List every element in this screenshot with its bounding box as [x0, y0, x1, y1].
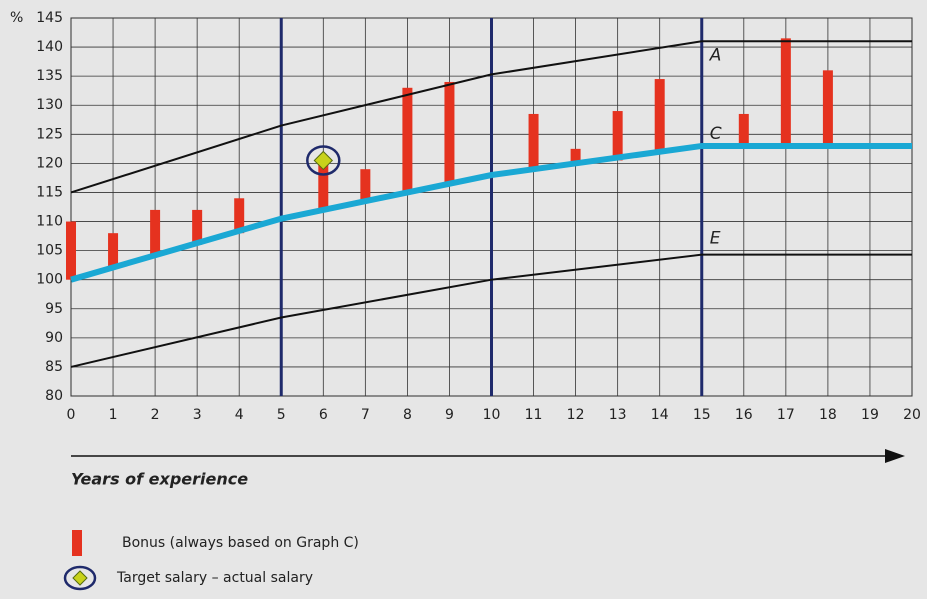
x-axis-label: Years of experience — [71, 470, 248, 489]
y-tick-label: 130 — [36, 97, 63, 113]
bonus-bar — [654, 79, 665, 152]
y-tick-label: 145 — [36, 10, 63, 26]
legend-target-diamond — [72, 570, 88, 586]
legend-bonus: Bonus (always based on Graph C) — [122, 535, 359, 551]
x-tick-label: 9 — [445, 407, 454, 423]
line-a — [70, 40, 912, 194]
y-tick-label: 140 — [36, 39, 63, 55]
bonus-bar — [780, 38, 791, 146]
line-e — [70, 253, 912, 368]
x-tick-label: 10 — [483, 407, 501, 423]
x-tick-label: 15 — [693, 407, 711, 423]
x-tick-label: 3 — [193, 407, 202, 423]
x-tick-label: 6 — [319, 407, 328, 423]
legend-bonus-swatch — [72, 530, 82, 556]
bonus-bar — [66, 221, 76, 280]
x-tick-label: 1 — [109, 407, 118, 423]
bonus-bar — [822, 70, 833, 146]
y-tick-label: 125 — [36, 126, 63, 142]
y-tick-label: 90 — [45, 330, 63, 346]
target-marker — [313, 150, 334, 171]
y-tick-label: 100 — [36, 272, 63, 288]
x-tick-label: 8 — [403, 407, 412, 423]
y-unit: % — [10, 10, 23, 26]
x-arrow-head — [885, 449, 905, 463]
legend-target: Target salary – actual salary — [116, 570, 313, 586]
bonus-bar — [192, 209, 203, 245]
bonus-bar — [360, 169, 371, 202]
x-tick-label: 13 — [609, 407, 627, 423]
y-tick-label: 110 — [36, 214, 63, 230]
y-tick-label: 85 — [45, 359, 63, 375]
bonus-bar — [570, 148, 581, 164]
x-tick-label: 20 — [903, 407, 921, 423]
x-tick-label: 14 — [651, 407, 669, 423]
x-tick-label: 12 — [567, 407, 585, 423]
x-tick-label: 0 — [67, 407, 76, 423]
y-tick-label: 135 — [36, 68, 63, 84]
x-tick-label: 16 — [735, 407, 753, 423]
y-tick-label: 120 — [36, 155, 63, 171]
x-tick-label: 2 — [151, 407, 160, 423]
target-ring — [306, 145, 341, 176]
bonus-bar — [402, 87, 413, 193]
legend-target-ring — [63, 565, 97, 591]
line-label: C — [710, 124, 722, 144]
x-tick-label: 18 — [819, 407, 837, 423]
bonus-bar — [150, 209, 161, 257]
x-tick-label: 19 — [861, 407, 879, 423]
x-tick-label: 5 — [277, 407, 286, 423]
x-tick-label: 4 — [235, 407, 244, 423]
bonus-bar — [234, 198, 245, 234]
bonus-bar — [108, 233, 119, 269]
line-label: E — [710, 229, 721, 249]
y-tick-label: 80 — [45, 388, 63, 404]
bonus-bar — [738, 113, 749, 146]
y-tick-label: 115 — [36, 184, 63, 200]
bonus-bar — [444, 81, 455, 184]
bonus-bar — [612, 111, 623, 161]
x-tick-label: 7 — [361, 407, 370, 423]
x-tick-label: 11 — [525, 407, 543, 423]
bonus-bar — [318, 163, 329, 210]
x-tick-label: 17 — [777, 407, 795, 423]
y-tick-label: 105 — [36, 243, 63, 259]
line-c — [70, 142, 912, 283]
bonus-bar — [528, 113, 539, 170]
line-label: A — [709, 45, 722, 65]
y-tick-label: 95 — [45, 301, 63, 317]
